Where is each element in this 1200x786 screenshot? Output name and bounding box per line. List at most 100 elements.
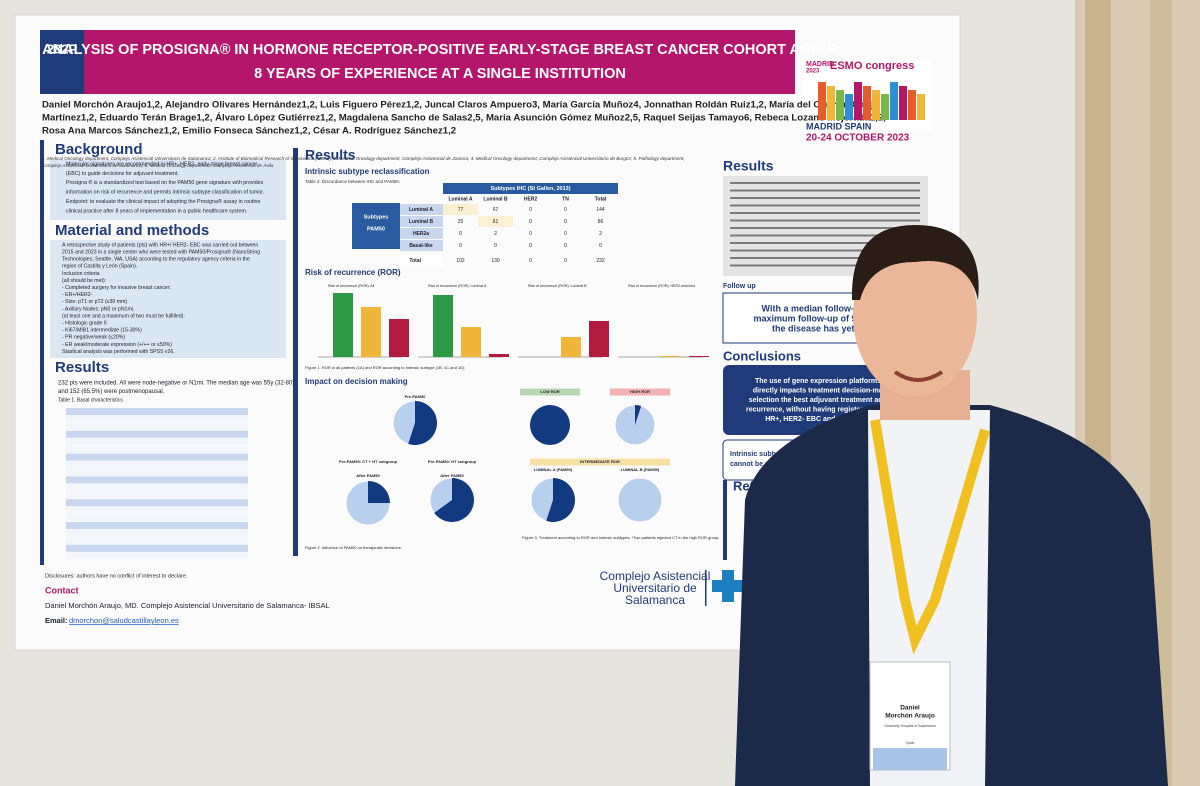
person bbox=[735, 225, 1168, 786]
left-accent bbox=[40, 140, 44, 565]
skyline bbox=[854, 82, 862, 120]
row-label: Total bbox=[409, 258, 421, 264]
followup-text: maximum follow-up of 90 months bbox=[753, 313, 896, 323]
congress: 20-24 OCTOBER 2023 bbox=[806, 133, 910, 144]
table-cell: 0 bbox=[564, 243, 567, 249]
methods-text: Technologies, Seattle, WA, USA) accordin… bbox=[62, 257, 250, 263]
pie-label: Pre-PAM50 bbox=[405, 394, 427, 399]
methods-text: (all should be met): bbox=[62, 278, 106, 284]
table-row bbox=[66, 415, 248, 423]
followup-text: the disease has yet been bbox=[772, 323, 878, 333]
section-heading: Conclusions bbox=[723, 348, 801, 363]
table-row bbox=[66, 529, 248, 537]
table-cell: 0 bbox=[564, 219, 567, 225]
skyline bbox=[881, 94, 889, 120]
conclusion-text: The use of gene expression platforms suc bbox=[755, 378, 895, 385]
table-cell: 61 bbox=[493, 219, 499, 225]
badge-affiliation: University Hospital of Salamanca bbox=[884, 724, 935, 728]
table-row bbox=[66, 438, 248, 446]
text-line bbox=[730, 212, 920, 214]
decor-pie bbox=[530, 405, 570, 445]
decor-bar bbox=[361, 307, 381, 357]
skyline bbox=[917, 94, 925, 120]
methods-text: - Size: pT1 or pT2 (≤30 mm) bbox=[62, 299, 127, 305]
row-label: Luminal B bbox=[409, 219, 434, 225]
match-cell bbox=[443, 204, 478, 215]
poster-title: 8 YEARS OF EXPERIENCE AT A SINGLE INSTIT… bbox=[254, 66, 626, 82]
row-label-cell bbox=[400, 204, 443, 215]
affiliations: Complejo Asistencial Universitario de Sa… bbox=[42, 162, 275, 168]
section-heading: Results bbox=[723, 158, 774, 174]
decor-slice bbox=[635, 405, 642, 425]
text-line bbox=[730, 219, 920, 222]
skyline bbox=[863, 86, 871, 120]
congress: 2023 bbox=[806, 69, 820, 75]
methods-text: A retrospective study of patients (pts) … bbox=[62, 242, 258, 248]
conclusion-text: HR+, HER2- EBC and node-negative bbox=[765, 416, 885, 423]
skyline bbox=[872, 90, 880, 120]
congress: MADRID SPAIN bbox=[806, 121, 871, 131]
subheading: Impact on decision making bbox=[305, 377, 408, 386]
section-heading: Material and methods bbox=[55, 222, 209, 239]
bullet-text: Prosigna ® is a standardized test based … bbox=[66, 179, 264, 186]
wood-post bbox=[1150, 0, 1172, 786]
methods-text: - ER+/HER2- bbox=[62, 292, 93, 298]
table-cell: 0 bbox=[529, 243, 532, 249]
smile bbox=[893, 370, 944, 382]
table-cell: 0 bbox=[564, 231, 567, 237]
column-header: HER2 bbox=[524, 196, 538, 202]
ref-accent bbox=[723, 480, 727, 560]
results-text: 232 pts were included. All were node-neg… bbox=[58, 381, 294, 387]
table-row bbox=[66, 408, 248, 415]
text-line bbox=[730, 189, 920, 192]
methods-text: Stastical analysis was performed with SP… bbox=[62, 349, 175, 355]
conclusion-text: selection the best adjuvant treatment ad… bbox=[749, 397, 901, 404]
table-row bbox=[66, 446, 248, 453]
bullet-text: Molecular signatures are recommended in … bbox=[66, 161, 257, 167]
row-label: HER2a bbox=[413, 231, 429, 237]
figure-caption: Figure 1. ROR in all patients (1A) and R… bbox=[305, 365, 465, 370]
methods-text: Inclusion criteria bbox=[62, 271, 100, 277]
section-heading: Background bbox=[55, 141, 143, 158]
skyline bbox=[899, 86, 907, 120]
decor-slice bbox=[546, 478, 576, 522]
bullet-text: Endpoint: to evaluate the clinical impac… bbox=[66, 198, 260, 205]
table-cell: 0 bbox=[494, 243, 497, 249]
conclusion-text: directly impacts treatment decision-maki… bbox=[753, 387, 897, 394]
chart-title: Risk of recurrence (ROR): Luminal A bbox=[428, 284, 487, 288]
face bbox=[853, 233, 977, 397]
pie-label: HIGH ROR bbox=[630, 389, 650, 394]
skyline bbox=[908, 90, 916, 120]
methods-text: 2015 and 2023 in a single center who wer… bbox=[62, 248, 260, 255]
title-bar bbox=[40, 30, 795, 94]
authors: Martínez1,2, Eduardo Terán Brage1,2, Álv… bbox=[42, 112, 886, 124]
table-caption: Table 2. Discordance between IHC and PAM… bbox=[305, 179, 400, 184]
pie-label: LUMINAL A (PAM50) bbox=[534, 467, 573, 472]
methods-text: region of Castilla y León (Spain). bbox=[62, 264, 137, 270]
decor-slice bbox=[434, 478, 474, 523]
lanyard bbox=[870, 419, 990, 655]
pie-label: INTERMEDIATE ROR bbox=[580, 459, 620, 464]
text-line bbox=[730, 182, 920, 184]
table-row bbox=[66, 552, 248, 560]
table-cell: 102 bbox=[456, 258, 465, 264]
methods-text: - Histologic grade II bbox=[62, 320, 107, 326]
institution: Complejo Asistencial bbox=[600, 569, 711, 583]
methods-text: - Completed surgery for invasive breast … bbox=[62, 285, 171, 291]
figure-caption: Figure 3. Treatment according to ROR and… bbox=[522, 535, 719, 540]
bullet-text: information on risk of recurrence and pe… bbox=[66, 190, 264, 196]
table-row bbox=[66, 430, 248, 438]
hair bbox=[851, 225, 979, 300]
text-line bbox=[730, 227, 920, 229]
authors: Rosa Ana Marcos Sánchez1,2, Emilio Fonse… bbox=[42, 126, 456, 137]
decor-pie bbox=[617, 477, 663, 523]
table-cell: 144 bbox=[596, 207, 605, 213]
section-heading: Results bbox=[55, 359, 109, 376]
institution: Salamanca bbox=[625, 593, 685, 607]
pie-label: After PAM50 bbox=[440, 473, 464, 478]
bullet-text: (EBC) to guide decisions for adjuvant tr… bbox=[66, 171, 179, 177]
table-row bbox=[66, 423, 248, 431]
table-cell: 0 bbox=[529, 207, 532, 213]
table-header-text: Subtypes IHC (St Gallen, 2013) bbox=[490, 186, 570, 192]
table-cell: 0 bbox=[599, 243, 602, 249]
